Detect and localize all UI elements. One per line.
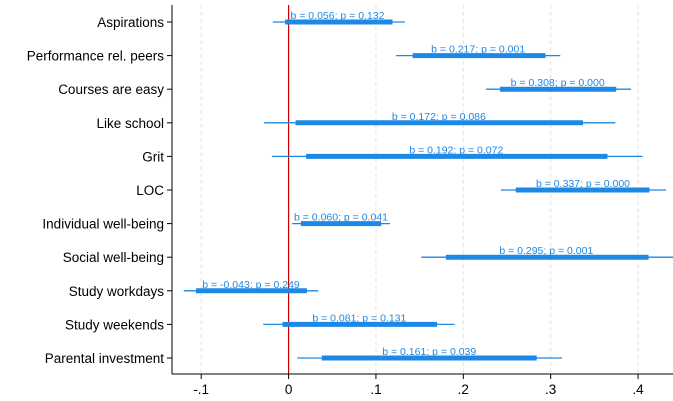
row-label: LOC: [136, 183, 164, 198]
row-label: Individual well-being: [42, 217, 164, 232]
row-label: Courses are easy: [58, 82, 164, 97]
x-tick-label: .2: [458, 382, 469, 397]
coefficient-label: b = 0.161; p = 0.039: [382, 346, 476, 358]
row-label: Like school: [96, 116, 164, 131]
y-axis: [167, 5, 173, 374]
coefficient-label: b = 0.172; p = 0.086: [392, 111, 486, 123]
coefficient-label: b = 0.308; p = 0.000: [511, 77, 605, 89]
x-tick-label: .4: [632, 382, 644, 397]
row-label: Aspirations: [97, 15, 164, 30]
ci90-intervals: [195, 19, 650, 361]
row-label: Social well-being: [63, 250, 164, 265]
coefficient-label: b = 0.060; p = 0.041: [294, 212, 388, 224]
coefficient-label: b = -0.043; p = 0.249: [202, 279, 300, 291]
x-tick-label: -.1: [193, 382, 209, 397]
row-label: Study weekends: [65, 317, 164, 332]
x-tick-label: .3: [545, 382, 556, 397]
x-tick-label: 0: [285, 382, 293, 397]
coefficient-labels: b = 0.056; p = 0.132 b = 0.217; p = 0.001…: [202, 10, 630, 358]
x-axis: -.1 0 .1 .2 .3 .4: [172, 373, 673, 397]
row-label: Parental investment: [45, 351, 165, 366]
coefficient-label: b = 0.295; p = 0.001: [499, 245, 593, 257]
x-tick-label: .1: [370, 382, 381, 397]
coefficient-label: b = 0.337; p = 0.000: [536, 178, 630, 190]
coefficient-label: b = 0.081; p = 0.131: [312, 312, 406, 324]
row-label: Study workdays: [69, 284, 165, 299]
row-label: Performance rel. peers: [27, 49, 165, 64]
y-axis-labels: Aspirations Performance rel. peers Courses…: [27, 15, 165, 366]
coefficient-label: b = 0.217; p = 0.001: [431, 44, 525, 56]
row-label: Grit: [142, 149, 164, 164]
coefficient-label: b = 0.056; p = 0.132: [291, 10, 385, 22]
coefficient-label: b = 0.192; p = 0.072: [409, 144, 503, 156]
